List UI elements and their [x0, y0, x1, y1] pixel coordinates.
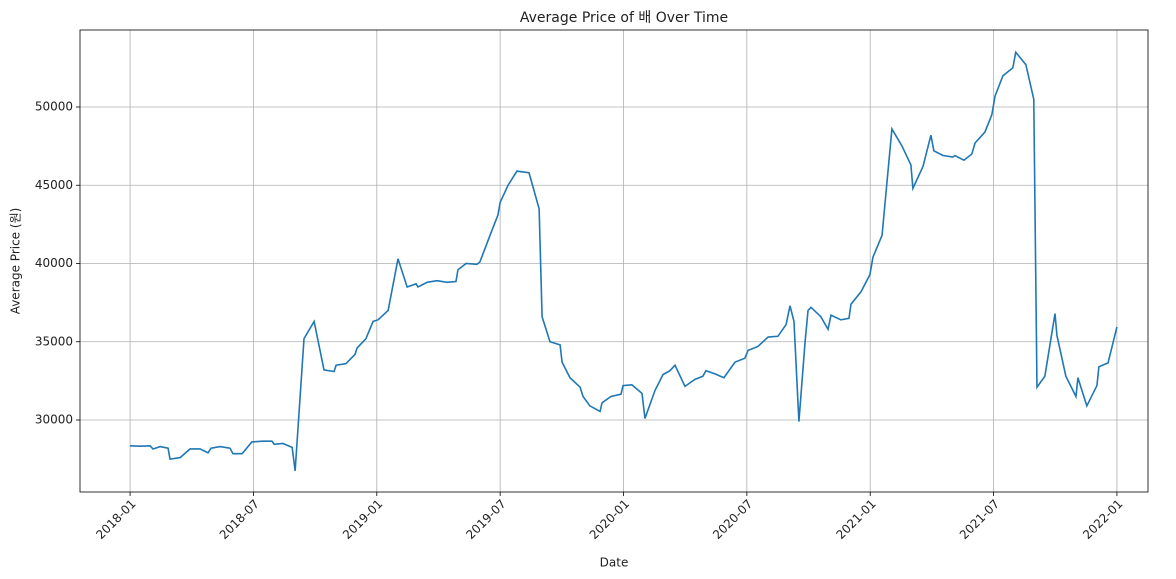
y-tick-label: 45000: [35, 178, 73, 192]
y-tick-label: 35000: [35, 334, 73, 348]
x-tick-label: 2019-01: [340, 497, 385, 542]
y-axis-label: Average Price (원): [9, 208, 23, 315]
x-tick-label: 2021-07: [957, 497, 1002, 542]
y-tick-label: 30000: [35, 413, 73, 427]
x-tick-label: 2018-07: [217, 497, 262, 542]
plot-frame: [79, 29, 1149, 493]
line: [130, 50, 1118, 471]
x-tick-label: 2019-07: [463, 497, 508, 542]
x-tick-label: 2020-01: [587, 497, 632, 542]
x-tick-label: 2022-01: [1080, 497, 1125, 542]
y-tick-label: 40000: [35, 256, 73, 270]
x-tick-label: 2018-01: [93, 497, 138, 542]
x-tick-label: 2020-07: [710, 497, 755, 542]
chart-title: Average Price of 배 Over Time: [520, 10, 728, 26]
x-tick-label: 2021-01: [833, 497, 878, 542]
x-axis-label: Date: [600, 556, 629, 570]
y-tick-label: 50000: [35, 100, 73, 114]
